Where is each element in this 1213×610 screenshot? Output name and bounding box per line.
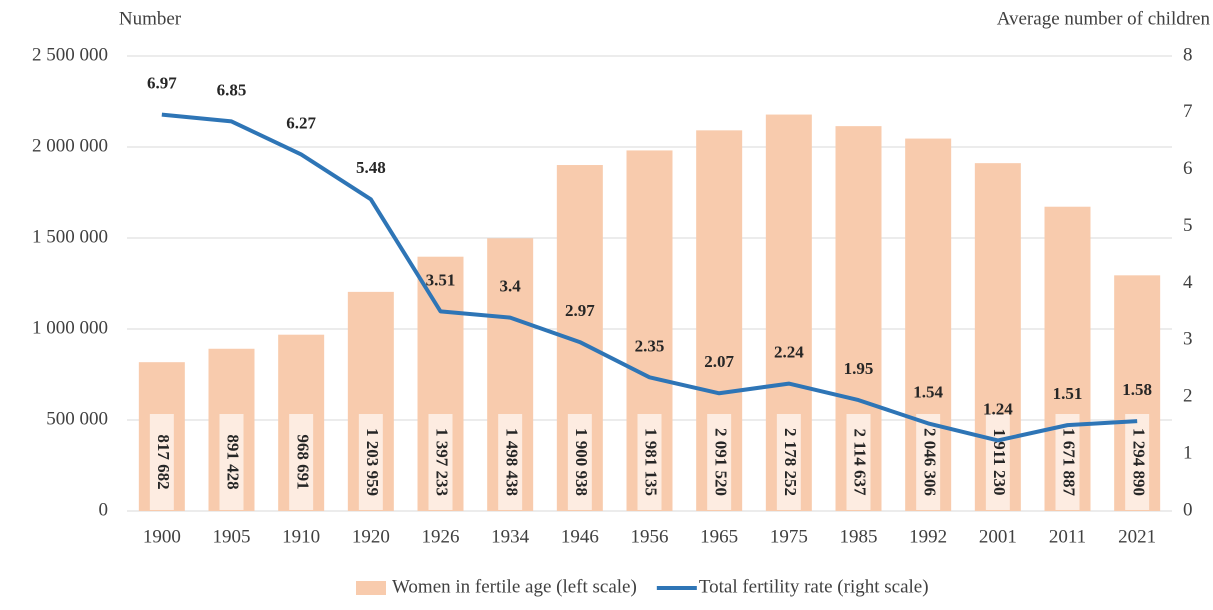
x-tick-label: 1926 [422,526,460,547]
y2-tick-label: 5 [1183,215,1193,236]
y2-tick-label: 1 [1183,442,1193,463]
y-tick-label: 1 500 000 [32,226,108,247]
y-tick-label: 0 [99,499,109,520]
y2-tick-label: 4 [1183,272,1193,293]
bar-value-label: 1 397 233 [433,428,452,496]
y-tick-label: 2 500 000 [32,44,108,65]
bar-value-label: 1 900 938 [572,428,591,496]
x-tick-label: 1956 [631,526,669,547]
line-value-label: 2.07 [704,352,734,371]
bar-label-box [1125,414,1150,510]
x-tick-label: 1900 [143,526,181,547]
bar-label-box [219,414,244,510]
line-value-label: 6.85 [217,80,247,99]
y2-tick-label: 3 [1183,329,1193,350]
bar-value-label: 817 682 [154,434,173,489]
legend-swatch [356,581,386,595]
bar-value-label: 968 691 [293,434,312,489]
y-axis-title: Number [119,8,182,29]
line-value-label: 2.97 [565,301,595,320]
x-tick-label: 2021 [1118,526,1156,547]
bar-value-label: 1 671 887 [1060,428,1079,497]
bar-label-box [846,414,871,510]
line-value-label: 2.35 [635,336,665,355]
bar-value-label: 2 091 520 [711,428,730,496]
x-tick-label: 1920 [352,526,390,547]
line-value-label: 5.48 [356,158,386,177]
bar-label-box [776,414,801,510]
bar-value-label: 891 428 [224,434,243,489]
x-tick-label: 1965 [700,526,738,547]
bar-label-box [358,414,383,510]
legend-label: Women in fertile age (left scale) [392,576,637,597]
x-tick-label: 1905 [213,526,251,547]
y2-axis-title: Average number of children [997,8,1211,29]
y2-tick-label: 7 [1183,101,1193,122]
bar-label-box [567,414,592,510]
x-tick-label: 1975 [770,526,808,547]
x-tick-label: 1992 [909,526,947,547]
y-tick-label: 500 000 [46,408,108,429]
bar-label-box [498,414,523,510]
bar-label-box [289,414,314,510]
x-tick-label: 1946 [561,526,599,547]
line-value-label: 1.95 [844,359,874,378]
bar-value-label: 1 981 135 [642,428,661,496]
y-tick-label: 1 000 000 [32,317,108,338]
bar-value-label: 2 114 637 [851,428,870,496]
bar-label-box [428,414,453,510]
line-value-label: 6.97 [147,73,177,92]
x-tick-label: 1910 [282,526,320,547]
bar-value-label: 1 203 959 [363,428,382,496]
x-tick-label: 2001 [979,526,1017,547]
bar-value-label: 2 046 306 [920,428,939,496]
y2-tick-label: 2 [1183,386,1193,407]
line-value-label: 1.51 [1053,384,1083,403]
line-value-label: 1.24 [983,399,1013,418]
line-value-label: 3.4 [500,277,522,296]
bar-value-label: 1 294 890 [1129,428,1148,496]
bar-value-label: 1 911 230 [990,428,1009,495]
line [161,112,1138,443]
bar-label-box [985,414,1010,510]
line-value-label: 2.24 [774,343,804,362]
line-value-label: 3.51 [426,270,456,289]
y2-tick-label: 8 [1183,44,1193,65]
x-tick-label: 1934 [491,526,530,547]
bar-label-box [707,414,732,510]
bar-label-box [149,414,174,510]
line-value-label: 1.54 [913,382,943,401]
line-value-label: 6.27 [286,113,316,132]
y2-tick-label: 6 [1183,158,1193,179]
line-value-label: 1.58 [1122,380,1152,399]
bar-label-box [916,414,941,510]
x-tick-label: 1985 [840,526,878,547]
bar-value-label: 2 178 252 [781,428,800,496]
x-tick-label: 2011 [1049,526,1086,547]
bar-label-box [1055,414,1080,510]
y2-tick-label: 0 [1183,499,1193,520]
bar-value-label: 1 498 438 [502,428,521,496]
bar-label-box [637,414,662,510]
legend-label: Total fertility rate (right scale) [699,576,929,597]
y-tick-label: 2 000 000 [32,135,108,156]
